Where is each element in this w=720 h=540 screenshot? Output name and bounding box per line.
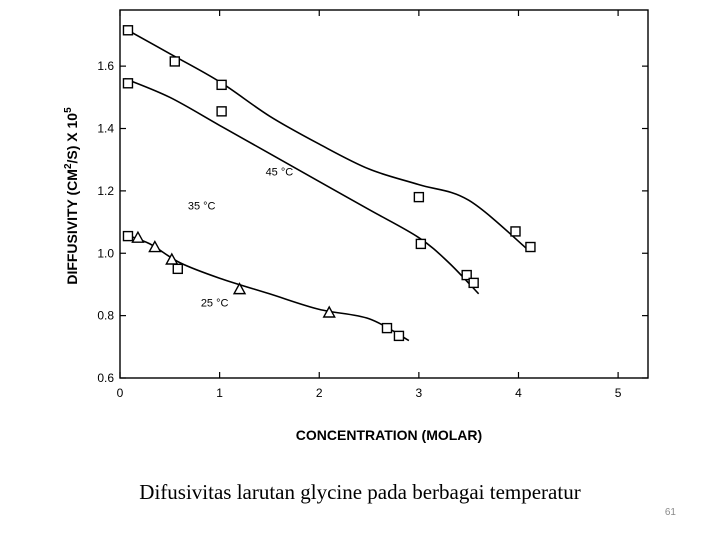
fit-curve-1 xyxy=(124,77,480,295)
square-marker xyxy=(122,230,134,242)
square-marker xyxy=(461,269,472,281)
square-marker xyxy=(393,330,405,342)
square-marker xyxy=(468,277,479,289)
series-label: 25 °C xyxy=(201,297,229,309)
series-label: 45 °C xyxy=(266,166,294,178)
plot-frame xyxy=(119,9,649,379)
y-axis-label: DIFFUSIVITY (CM2/S) X 105 xyxy=(63,107,80,285)
series-label: 35 °C xyxy=(188,201,216,213)
y-axis-label-part: /S) X 10 xyxy=(64,113,80,164)
y-tick-label: 1.4 xyxy=(97,122,114,136)
square-marker xyxy=(525,241,536,253)
y-tick-label: 1.6 xyxy=(97,59,114,73)
y-axis-label-part: 5 xyxy=(63,107,74,113)
x-tick-label: 4 xyxy=(515,386,522,400)
y-tick-label: 1.2 xyxy=(97,184,114,198)
square-marker xyxy=(415,238,427,250)
y-tick-label: 0.6 xyxy=(97,371,114,385)
x-tick-label: 1 xyxy=(216,386,223,400)
figure-caption: Difusivitas larutan glycine pada berbaga… xyxy=(139,480,581,504)
x-tick-label: 5 xyxy=(615,386,622,400)
square-marker xyxy=(510,226,521,237)
square-marker xyxy=(169,56,180,67)
triangle-marker xyxy=(165,252,179,265)
triangle-marker xyxy=(232,282,247,295)
triangle-marker xyxy=(148,240,162,253)
triangle-marker xyxy=(131,230,145,243)
diffusivity-chart: 0 1 2 3 4 5 0.6 0.8 1.0 1.2 1.4 1.6 45 °C 35 °C 25 °C… xyxy=(63,9,649,443)
square-marker xyxy=(216,79,227,91)
page-number: 61 xyxy=(664,507,676,518)
fit-curve-0 xyxy=(124,28,529,251)
square-marker xyxy=(172,263,183,275)
y-tick-label: 1.0 xyxy=(97,246,114,260)
square-marker xyxy=(122,78,134,89)
y-axis-label-part: DIFFUSIVITY (CM xyxy=(64,169,80,285)
square-marker xyxy=(216,106,227,117)
x-tick-label: 3 xyxy=(416,386,423,400)
y-tick-label: 0.8 xyxy=(97,309,114,323)
square-marker xyxy=(122,25,134,36)
triangle-marker xyxy=(322,305,336,318)
x-tick-label: 0 xyxy=(117,386,124,400)
square-marker xyxy=(381,322,393,334)
x-axis-label: CONCENTRATION (MOLAR) xyxy=(296,427,482,443)
square-marker xyxy=(413,191,425,203)
y-axis-label-part: 2 xyxy=(63,163,74,169)
fit-curve-2 xyxy=(124,233,410,342)
x-tick-label: 2 xyxy=(316,386,323,400)
